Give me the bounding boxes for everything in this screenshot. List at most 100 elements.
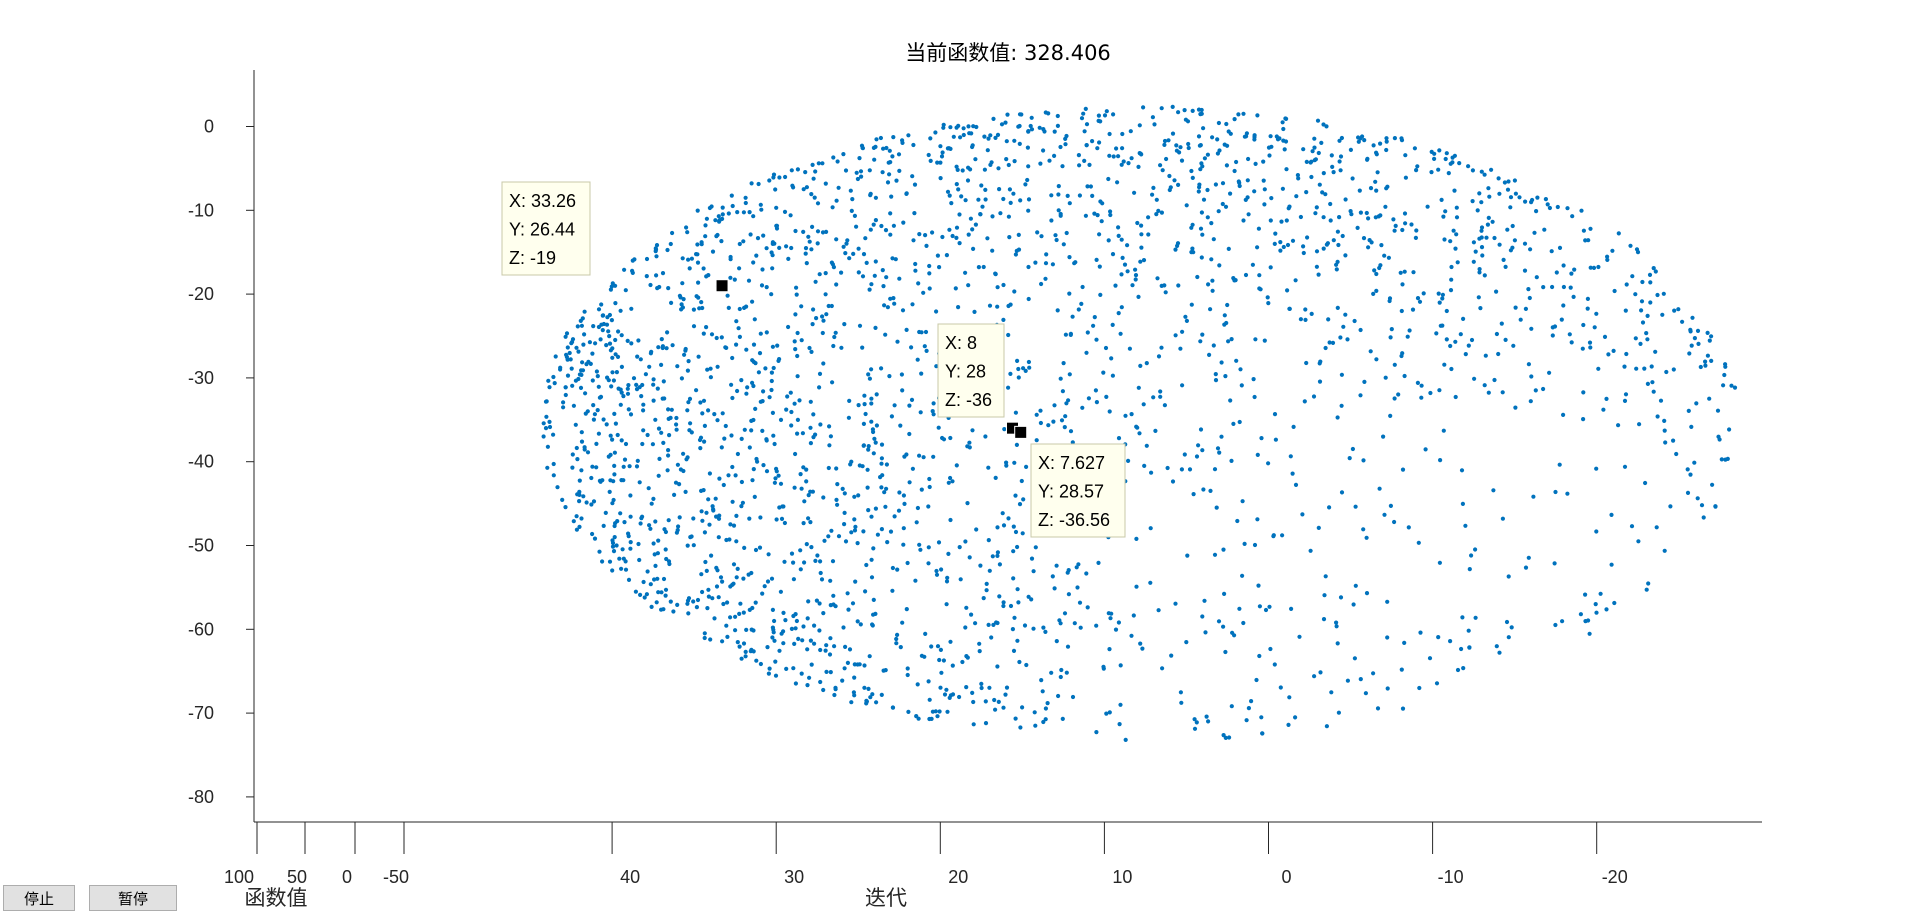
data-point [856, 493, 861, 498]
data-point [661, 379, 666, 384]
data-point [655, 551, 661, 556]
data-point [902, 501, 907, 506]
data-point [1343, 312, 1348, 317]
data-point [1713, 504, 1718, 509]
data-point [862, 663, 867, 668]
data-point [591, 499, 597, 504]
data-point [608, 478, 613, 483]
data-point [1220, 181, 1226, 186]
data-point [1509, 625, 1514, 630]
data-point [1334, 624, 1339, 629]
data-point [824, 229, 829, 234]
data-point [637, 480, 642, 485]
data-point [1644, 587, 1649, 592]
data-point [607, 312, 613, 318]
data-point [706, 594, 712, 599]
data-point [1096, 560, 1101, 566]
data-point [1283, 139, 1289, 144]
data-point [809, 247, 814, 252]
data-point [944, 687, 949, 692]
data-point [873, 325, 878, 330]
data-point [1328, 201, 1333, 207]
data-point [1378, 213, 1383, 218]
data-point [743, 195, 748, 200]
data-point [648, 351, 654, 356]
data-point [1388, 503, 1393, 508]
data-point [1526, 287, 1531, 292]
data-point [1321, 617, 1327, 622]
data-point [674, 427, 679, 432]
data-point [1304, 159, 1309, 164]
data-point [1003, 692, 1008, 697]
data-point [633, 589, 639, 594]
data-point [1547, 205, 1552, 211]
data-point [720, 579, 725, 584]
data-point [1269, 196, 1274, 201]
data-point [991, 116, 996, 121]
data-point [729, 193, 734, 198]
pause-button[interactable]: 暂停 [89, 885, 177, 911]
data-point [1138, 259, 1143, 264]
data-point [885, 305, 891, 310]
data-point [831, 593, 836, 598]
data-point [1040, 689, 1045, 694]
data-point [1637, 422, 1642, 427]
data-point [1015, 544, 1020, 550]
data-point [804, 261, 809, 266]
data-point [545, 465, 550, 470]
data-point [576, 349, 581, 354]
data-point [1640, 320, 1646, 325]
data-point [888, 232, 893, 237]
data-point [1301, 147, 1306, 152]
data-point [1257, 604, 1262, 609]
data-point [563, 334, 568, 339]
data-point [990, 248, 995, 253]
data-point [770, 266, 775, 271]
data-point [683, 489, 688, 494]
data-point [1117, 722, 1122, 727]
data-point [1018, 725, 1023, 730]
data-point [695, 252, 700, 257]
data-point [771, 433, 776, 438]
data-point [956, 123, 961, 128]
data-point [694, 605, 700, 610]
data-point [756, 370, 762, 375]
data-point [1176, 110, 1181, 115]
data-point [1026, 359, 1031, 365]
data-point [1224, 121, 1229, 127]
data-point [1338, 168, 1343, 173]
data-point [1353, 504, 1358, 509]
data-point [984, 581, 989, 587]
data-point [1441, 428, 1446, 433]
data-point [774, 226, 780, 231]
data-point [1158, 389, 1163, 394]
data-point [684, 225, 689, 230]
data-point [1013, 493, 1018, 498]
data-point [1490, 219, 1495, 224]
data-point [751, 260, 756, 265]
data-point [608, 433, 613, 438]
data-point [770, 607, 776, 613]
data-point [967, 445, 972, 450]
data-point [910, 174, 915, 179]
data-point [805, 647, 810, 652]
data-point [641, 408, 646, 413]
data-point [1013, 716, 1018, 721]
data-point [1245, 178, 1250, 183]
data-point [1604, 607, 1609, 612]
data-point [887, 172, 892, 177]
data-point [794, 285, 799, 290]
data-point [1245, 195, 1250, 200]
data-point [1029, 597, 1034, 602]
data-point [1273, 437, 1278, 442]
data-point [716, 516, 722, 521]
data-point [979, 685, 984, 691]
data-point [1001, 600, 1006, 605]
data-point [798, 548, 803, 553]
data-point [859, 143, 865, 148]
data-point [894, 178, 899, 183]
data-point [1001, 523, 1007, 528]
data-point [666, 453, 671, 458]
data-point [565, 357, 570, 362]
stop-button[interactable]: 停止 [3, 885, 75, 911]
